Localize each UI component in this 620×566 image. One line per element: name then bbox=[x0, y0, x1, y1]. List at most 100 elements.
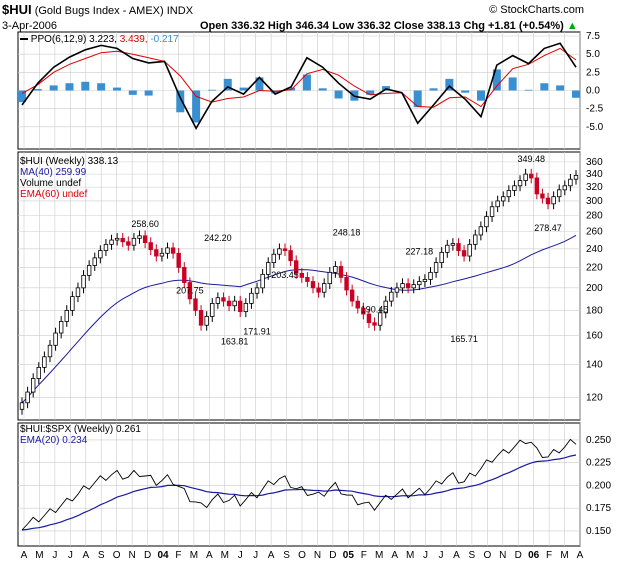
x-tick-label: O bbox=[483, 550, 491, 561]
price-bar-body bbox=[120, 237, 125, 243]
price-bar-body bbox=[75, 287, 81, 298]
ppo-histogram-bar bbox=[302, 74, 311, 91]
price-bar-body bbox=[64, 310, 69, 322]
price-bar-body bbox=[288, 250, 293, 262]
price-bar-body bbox=[405, 283, 411, 289]
x-tick-label: S bbox=[283, 550, 290, 561]
price-bar-body bbox=[42, 356, 47, 368]
price-bar-body bbox=[159, 252, 165, 257]
price-bar-body bbox=[417, 281, 422, 286]
price-bar-body bbox=[215, 297, 221, 304]
price-annotation: 227.18 bbox=[406, 247, 434, 257]
price-bar-body bbox=[439, 251, 444, 264]
price-bar-body bbox=[176, 252, 181, 268]
ppo-histogram-bar bbox=[556, 85, 565, 91]
price-bar-body bbox=[25, 391, 30, 404]
volume-legend: Volume undef bbox=[20, 178, 82, 189]
price-legend: $HUI (Weekly) 338.13 MA(40) 259.99 Volum… bbox=[20, 156, 118, 200]
ppo-histogram-bar bbox=[492, 69, 501, 91]
x-tick-label: N bbox=[128, 550, 135, 561]
x-tick-label: A bbox=[206, 550, 213, 561]
ppo-histogram-bar bbox=[540, 83, 549, 91]
price-bar-body bbox=[333, 266, 338, 273]
ppo-legend-swatch bbox=[20, 38, 28, 41]
price-bar-body bbox=[299, 272, 304, 278]
price-annotation: 165.71 bbox=[450, 334, 478, 344]
x-tick-label: D bbox=[515, 550, 522, 561]
price-bar-body bbox=[321, 283, 327, 293]
ratio-y-tick: 0.250 bbox=[586, 435, 611, 446]
price-bar-body bbox=[568, 178, 573, 187]
price-bar-body bbox=[400, 283, 405, 289]
price-bar-body bbox=[473, 234, 478, 245]
price-bar-body bbox=[148, 242, 153, 251]
price-bar-body bbox=[81, 274, 86, 289]
price-bar-body bbox=[238, 300, 243, 313]
ppo-histogram-bar bbox=[207, 89, 216, 91]
price-y-tick: 180 bbox=[586, 305, 603, 316]
price-bar-body bbox=[361, 307, 366, 315]
price-bar-body bbox=[36, 366, 41, 379]
x-tick-label: 05 bbox=[343, 550, 355, 561]
price-bar-body bbox=[30, 378, 36, 393]
ppo-histogram-bar bbox=[192, 90, 201, 123]
price-bar-body bbox=[154, 249, 159, 257]
price-bar-body bbox=[310, 281, 316, 289]
price-bar-body bbox=[226, 300, 232, 307]
ohlc-summary: Open 336.32 High 346.34 Low 336.32 Close… bbox=[200, 20, 578, 32]
price-bar-body bbox=[506, 190, 512, 198]
price-y-tick: 360 bbox=[586, 157, 603, 168]
x-tick-label: N bbox=[314, 550, 321, 561]
x-tick-label: J bbox=[52, 550, 57, 561]
x-tick-label: A bbox=[453, 550, 460, 561]
price-y-tick: 220 bbox=[586, 262, 603, 273]
ppo-histogram-bar bbox=[18, 90, 26, 103]
x-tick-label: O bbox=[298, 550, 306, 561]
price-bar-body bbox=[517, 180, 523, 187]
ppo-histogram-bar bbox=[144, 90, 153, 96]
x-tick-label: M bbox=[375, 550, 383, 561]
price-y-tick: 160 bbox=[586, 331, 603, 342]
x-tick-label: 04 bbox=[157, 550, 169, 561]
ppo-histogram-bar bbox=[112, 87, 121, 91]
x-tick-label: A bbox=[268, 550, 275, 561]
price-y-tick: 300 bbox=[586, 196, 603, 207]
price-bar-body bbox=[294, 260, 299, 274]
price-bar-body bbox=[204, 316, 209, 326]
price-bar-body bbox=[142, 235, 148, 244]
ratio-line bbox=[21, 438, 577, 531]
x-tick-label: F bbox=[175, 550, 181, 561]
price-bar-body bbox=[394, 287, 400, 293]
ppo-histogram-bar bbox=[445, 78, 454, 91]
x-tick-label: 06 bbox=[528, 550, 540, 561]
price-bar-body bbox=[389, 291, 394, 302]
price-y-tick: 280 bbox=[586, 211, 603, 222]
price-bar-body bbox=[126, 241, 131, 246]
ppo-y-tick: 7.5 bbox=[586, 31, 600, 42]
price-bar-body bbox=[428, 271, 433, 280]
x-tick-label: F bbox=[546, 550, 552, 561]
ppo-histogram-bar bbox=[81, 81, 90, 91]
price-bar-body bbox=[534, 177, 540, 195]
price-bar-body bbox=[210, 303, 215, 317]
ma40-line bbox=[21, 234, 577, 404]
price-bar-body bbox=[92, 257, 97, 266]
ppo-histogram-bar bbox=[33, 89, 42, 91]
chart-date: 3-Apr-2006 bbox=[2, 20, 58, 32]
price-bar-body bbox=[344, 277, 349, 291]
ppo-line bbox=[21, 42, 577, 130]
price-y-tick: 320 bbox=[586, 182, 603, 193]
x-tick-label: J bbox=[238, 550, 243, 561]
price-bar-body bbox=[557, 189, 562, 198]
price-bar-body bbox=[540, 193, 545, 199]
ppo-histogram-bar bbox=[461, 90, 470, 93]
x-tick-label: D bbox=[329, 550, 336, 561]
price-bar-body bbox=[512, 185, 517, 191]
price-bar-body bbox=[131, 237, 137, 246]
price-bar-body bbox=[523, 173, 528, 181]
price-bar-body bbox=[70, 296, 75, 311]
price-bar-body bbox=[53, 332, 58, 346]
price-bar-body bbox=[170, 247, 176, 254]
ppo-y-tick: 5.0 bbox=[586, 49, 600, 60]
